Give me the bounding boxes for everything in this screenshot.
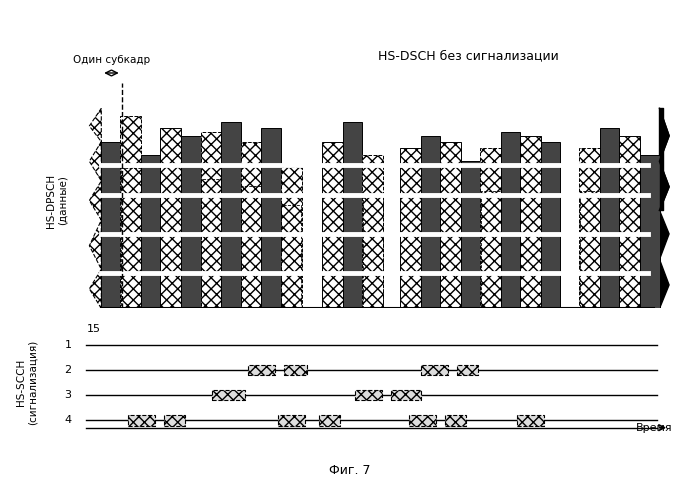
- Bar: [322, 142, 343, 308]
- Bar: [355, 390, 382, 401]
- Bar: [520, 136, 541, 308]
- Text: HS-DSCH без сигнализации: HS-DSCH без сигнализации: [378, 50, 559, 63]
- Bar: [391, 390, 421, 401]
- Bar: [481, 191, 500, 307]
- Bar: [580, 191, 600, 307]
- Bar: [241, 187, 261, 307]
- Bar: [164, 415, 185, 426]
- Bar: [421, 364, 448, 375]
- Polygon shape: [89, 108, 101, 308]
- Bar: [319, 415, 340, 426]
- Text: 15: 15: [87, 324, 101, 334]
- Bar: [201, 132, 222, 308]
- Bar: [440, 142, 461, 308]
- Bar: [343, 122, 363, 308]
- Polygon shape: [659, 108, 669, 210]
- Bar: [222, 122, 240, 308]
- Bar: [128, 415, 155, 426]
- Bar: [400, 147, 421, 308]
- Bar: [161, 128, 181, 308]
- Text: 1: 1: [64, 340, 71, 349]
- Bar: [181, 136, 201, 308]
- Bar: [501, 132, 520, 308]
- Bar: [240, 142, 261, 308]
- Text: Один субкадр: Один субкадр: [73, 55, 150, 65]
- Polygon shape: [659, 210, 669, 308]
- Bar: [212, 390, 245, 401]
- Bar: [640, 155, 659, 308]
- Bar: [619, 136, 640, 308]
- Bar: [600, 128, 619, 308]
- Text: 2: 2: [64, 365, 71, 375]
- Bar: [261, 128, 280, 308]
- Bar: [461, 161, 480, 308]
- Bar: [480, 147, 501, 308]
- Bar: [517, 415, 544, 426]
- Bar: [281, 205, 301, 307]
- Bar: [121, 168, 140, 307]
- Bar: [280, 167, 301, 308]
- Bar: [141, 155, 161, 308]
- Bar: [445, 415, 466, 426]
- Text: 3: 3: [64, 390, 71, 400]
- Text: 4: 4: [64, 415, 71, 425]
- Bar: [201, 179, 221, 307]
- Text: HS-SCCH
(сигнализация): HS-SCCH (сигнализация): [16, 340, 38, 425]
- Bar: [579, 147, 600, 308]
- Text: Фиг. 7: Фиг. 7: [329, 464, 370, 477]
- Bar: [541, 142, 561, 308]
- Bar: [363, 196, 383, 307]
- Bar: [457, 364, 478, 375]
- Bar: [247, 364, 275, 375]
- Bar: [101, 142, 120, 308]
- Bar: [421, 136, 440, 308]
- Bar: [278, 415, 305, 426]
- Bar: [120, 116, 141, 308]
- Text: Время: Время: [635, 423, 672, 433]
- Bar: [409, 415, 436, 426]
- Text: HS-DPSCH
(данные): HS-DPSCH (данные): [45, 174, 67, 228]
- Bar: [284, 364, 308, 375]
- Bar: [363, 155, 383, 308]
